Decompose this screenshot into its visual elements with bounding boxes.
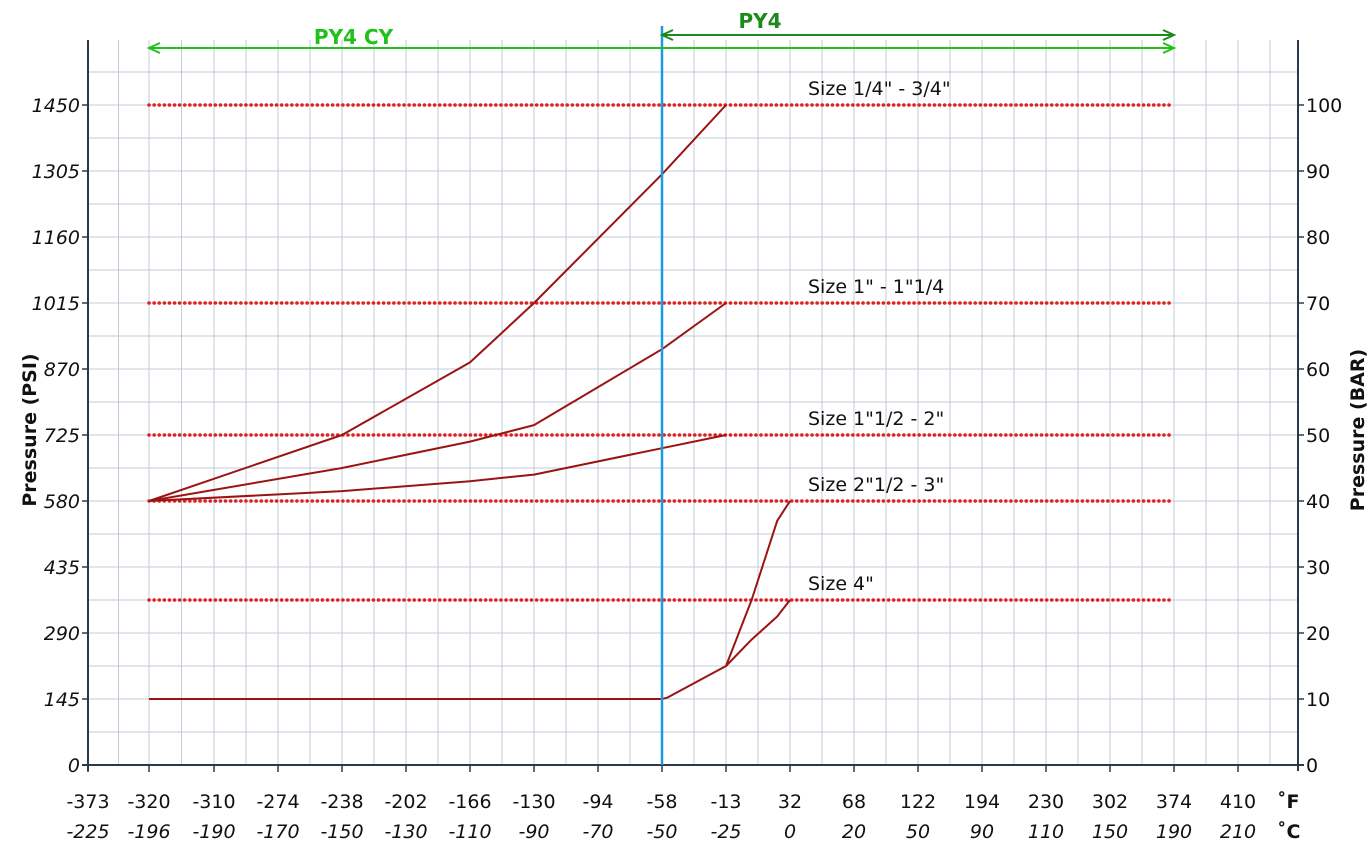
x-tick-label-fahrenheit: -373 [66,791,109,813]
y-tick-label-psi: 725 [44,425,80,447]
region-arrow-py4-head-right [1162,29,1177,41]
x-tick-label-fahrenheit: -13 [710,791,741,813]
y-tick-label-psi: 1305 [32,161,80,183]
y-tick-label-bar: 20 [1306,623,1330,645]
x-tick-label-fahrenheit: 374 [1156,791,1192,813]
x-unit-fahrenheit: ˚F [1277,790,1299,813]
x-tick-label-fahrenheit: -320 [127,791,170,813]
y-tick-label-psi: 580 [44,491,80,513]
y-tick-label-bar: 80 [1306,227,1330,249]
y-tick-label-psi: 870 [44,359,80,381]
size-label: Size 1" - 1"1/4 [808,276,944,298]
x-tick-label-celsius: 20 [842,821,866,842]
x-tick-label-celsius: 90 [970,821,994,842]
x-tick-label-fahrenheit: -58 [646,791,677,813]
region-arrow-py4-cy-head-right [1162,42,1177,54]
y-tick-label-psi: 1450 [32,95,80,117]
x-tick-label-fahrenheit: 194 [964,791,1000,813]
x-tick-label-fahrenheit: -274 [256,791,299,813]
y-tick-label-psi: 1015 [32,293,80,315]
x-tick-label-celsius: -110 [448,821,491,842]
pressure-curve [148,302,727,502]
x-tick-label-celsius: -170 [256,821,299,842]
y-tick-label-bar: 30 [1306,557,1330,579]
size-label: Size 2"1/2 - 3" [808,474,944,496]
y-tick-label-bar: 10 [1306,689,1330,711]
region-arrow-py4-cy-head-left [146,42,161,54]
x-tick-label-celsius: -25 [710,821,741,842]
y-tick-label-bar: 40 [1306,491,1330,513]
y-tick-label-psi: 1160 [32,227,80,249]
axes [82,26,1304,771]
tick-labels: 0 145 290 435 580 725 870 1015 1160 1305 1450 0 10 20… [32,95,1343,842]
x-tick-label-fahrenheit: 410 [1220,791,1256,813]
x-tick-label-fahrenheit: 302 [1092,791,1128,813]
y-tick-label-psi: 435 [44,557,80,579]
x-tick-label-fahrenheit: -166 [448,791,491,813]
x-tick-label-celsius: -190 [192,821,235,842]
x-tick-label-fahrenheit: 230 [1028,791,1064,813]
y-axis-title-right: Pressure (BAR) [1347,349,1369,511]
region-markers: PY4 CY PY4 [146,9,1177,54]
x-tick-label-fahrenheit: 32 [778,791,802,813]
pressure-curve [725,599,791,667]
x-tick-label-celsius: -130 [384,821,427,842]
x-tick-label-celsius: -150 [320,821,363,842]
pressure-limit-lines: Size 1/4" - 3/4" Size 1" - 1"1/4 Size 1"1/… [147,78,1176,602]
y-tick-label-psi: 0 [68,755,80,777]
grid [88,40,1298,765]
size-label: Size 4" [808,573,874,595]
pressure-curve [148,434,727,502]
y-tick-label-bar: 70 [1306,293,1330,315]
x-tick-label-fahrenheit: 68 [842,791,866,813]
x-tick-label-celsius: -90 [518,821,549,842]
x-tick-label-fahrenheit: -202 [384,791,427,813]
x-tick-label-celsius: 210 [1220,821,1256,842]
x-unit-celsius: ˚C [1277,820,1300,842]
y-tick-label-bar: 0 [1306,755,1318,777]
x-tick-label-celsius: 110 [1028,821,1064,842]
y-tick-label-bar: 60 [1306,359,1330,381]
y-tick-label-psi: 290 [44,623,80,645]
x-tick-label-celsius: 150 [1092,821,1128,842]
x-tick-label-celsius: -70 [582,821,613,842]
x-tick-label-celsius: 190 [1156,821,1192,842]
size-label: Size 1"1/2 - 2" [808,408,944,430]
y-tick-label-bar: 100 [1306,95,1342,117]
size-label: Size 1/4" - 3/4" [808,78,951,100]
pressure-curve [148,104,727,502]
x-tick-label-fahrenheit: -238 [320,791,363,813]
y-tick-label-psi: 145 [44,689,80,711]
y-tick-label-bar: 50 [1306,425,1330,447]
x-tick-label-celsius: -50 [646,821,677,842]
x-tick-label-celsius: 0 [784,821,796,842]
x-tick-label-fahrenheit: -130 [512,791,555,813]
region-arrow-py4-head-left [659,29,674,41]
x-tick-label-fahrenheit: -94 [582,791,613,813]
y-axis-title-left: Pressure (PSI) [19,353,41,506]
x-tick-label-celsius: 50 [906,821,930,842]
y-tick-label-bar: 90 [1306,161,1330,183]
x-tick-label-fahrenheit: 122 [900,791,936,813]
x-tick-label-fahrenheit: -310 [192,791,235,813]
region-label-py4: PY4 [738,9,781,33]
x-tick-label-celsius: -196 [127,821,170,842]
x-tick-label-celsius: -225 [66,821,109,842]
region-label-py4-cy: PY4 CY [314,25,394,49]
